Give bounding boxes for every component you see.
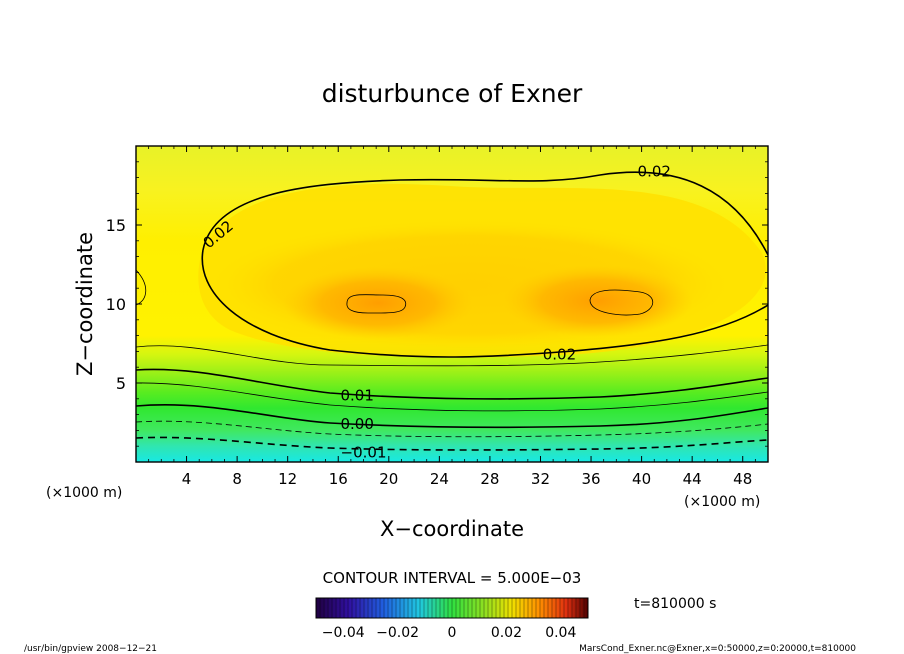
colorbar-ticks: −0.04 −0.02 0 0.02 0.04	[322, 625, 577, 641]
maximum-left	[283, 267, 473, 339]
y-tick-label: 15	[106, 216, 126, 235]
x-tick-label: 48	[733, 470, 752, 488]
y-axis-label: Z−coordinate	[73, 232, 97, 376]
x-tick-label: 40	[632, 470, 651, 488]
y-tick-label: 10	[106, 295, 126, 314]
contour-interval: CONTOUR INTERVAL = 5.000E−03	[323, 569, 582, 587]
time-label: t=810000 s	[634, 596, 716, 612]
x-axis-label: X−coordinate	[380, 517, 524, 541]
colorbar-tick-label: 0.04	[545, 625, 576, 641]
contour-0.02	[202, 171, 768, 256]
colorbar-tick-label: 0	[448, 625, 457, 641]
y-tick-label: 5	[116, 374, 126, 393]
contour-label-0: 0.02	[638, 162, 671, 180]
x-tick-label: 12	[278, 470, 297, 488]
colorbar-stripes	[319, 598, 585, 618]
x-axis: 4 8 12 16 20 24 28 32 36 40 44 48	[148, 146, 756, 488]
contour-0.005	[136, 382, 768, 412]
y-axis: 5 10 15	[106, 161, 768, 447]
contour-label-2: 0.02	[543, 346, 576, 364]
x-tick-label: 32	[531, 470, 550, 488]
contour-0.025-left	[346, 294, 407, 314]
plot-area	[136, 146, 768, 462]
x-tick-label: 24	[430, 470, 449, 488]
x-tick-label: 4	[182, 470, 192, 488]
contour-label-3: 0.01	[340, 387, 373, 405]
footer-right: MarsCond_Exner.nc@Exner,x=0:50000,z=0:20…	[579, 644, 856, 654]
chart-title: disturbunce of Exner	[322, 79, 583, 108]
contour-lines	[136, 171, 768, 451]
contour-edge-left	[136, 269, 147, 306]
x-tick-label: 16	[329, 470, 348, 488]
colorbar-tick-label: 0.02	[491, 625, 522, 641]
contour-0.015	[136, 344, 768, 367]
x-tick-label: 44	[683, 470, 702, 488]
maximum-right	[503, 265, 693, 337]
contour-0.000	[136, 404, 768, 429]
x-tick-label: 8	[232, 470, 242, 488]
x-unit-left: (×1000 m)	[46, 485, 122, 501]
contour-0.010	[136, 368, 768, 400]
colorbar-tick-label: −0.04	[322, 625, 365, 641]
contour-m0.010	[136, 436, 768, 451]
x-tick-label: 36	[581, 470, 600, 488]
footer-left: /usr/bin/gpview 2008−12−21	[24, 644, 157, 654]
x-tick-label: 28	[480, 470, 499, 488]
contour-0.025-right	[589, 289, 654, 316]
x-unit-right: (×1000 m)	[684, 494, 760, 510]
contour-0.02-lower	[201, 249, 768, 358]
contour-label-5: −0.01	[341, 444, 387, 462]
x-tick-label: 20	[379, 470, 398, 488]
colorbar-tick-label: −0.02	[376, 625, 419, 641]
contour-label-4: 0.00	[340, 415, 373, 433]
contour-m0.005	[136, 420, 768, 438]
